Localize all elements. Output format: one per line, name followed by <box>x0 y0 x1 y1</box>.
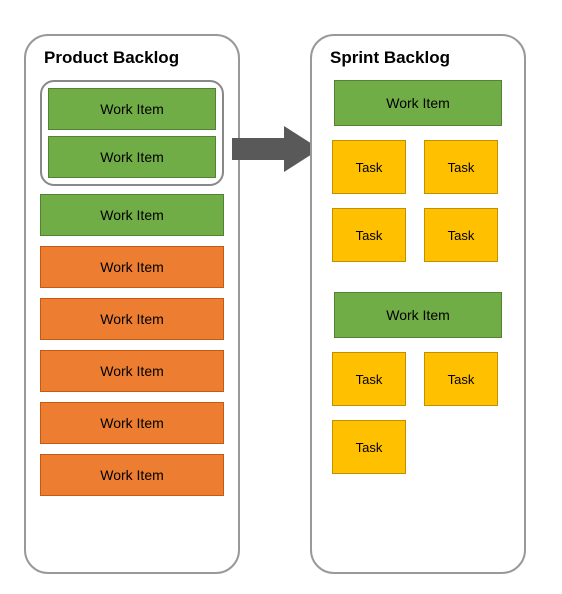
work-item: Work Item <box>48 88 216 130</box>
sprint-backlog-panel: Sprint Backlog Work Item Task Task Task … <box>310 34 526 574</box>
sprint-group: Work Item Task Task Task Task <box>326 80 510 262</box>
task-grid: Task Task Task Task <box>326 140 510 262</box>
sprint-backlog-title: Sprint Backlog <box>326 48 510 68</box>
selected-items-box: Work Item Work Item <box>40 80 224 186</box>
sprint-group: Work Item Task Task Task <box>326 292 510 474</box>
task-grid: Task Task Task <box>326 352 510 474</box>
task: Task <box>332 208 406 262</box>
arrow-icon <box>232 124 322 174</box>
task: Task <box>424 140 498 194</box>
work-item: Work Item <box>48 136 216 178</box>
task: Task <box>332 420 406 474</box>
work-item: Work Item <box>40 454 224 496</box>
task: Task <box>332 352 406 406</box>
task: Task <box>332 140 406 194</box>
task: Task <box>424 208 498 262</box>
product-backlog-panel: Product Backlog Work Item Work Item Work… <box>24 34 240 574</box>
work-item: Work Item <box>40 246 224 288</box>
work-item: Work Item <box>334 292 502 338</box>
product-backlog-title: Product Backlog <box>40 48 224 68</box>
task: Task <box>424 352 498 406</box>
work-item: Work Item <box>40 298 224 340</box>
backlog-stack: Work Item Work Item Work Item Work Item … <box>40 194 224 496</box>
work-item: Work Item <box>40 402 224 444</box>
work-item: Work Item <box>40 194 224 236</box>
work-item: Work Item <box>40 350 224 392</box>
work-item: Work Item <box>334 80 502 126</box>
